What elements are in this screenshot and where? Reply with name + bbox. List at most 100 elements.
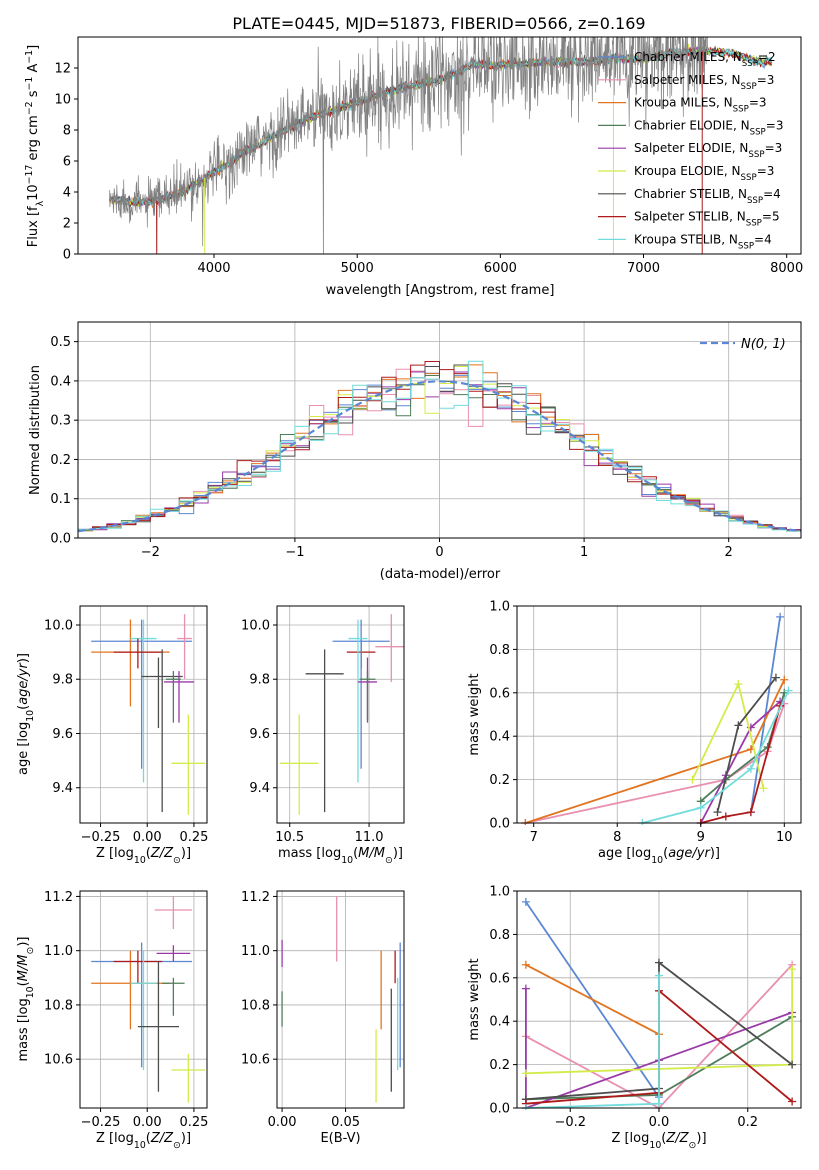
weight-marker — [688, 775, 697, 784]
spectrum-title: PLATE=0445, MJD=51873, FIBERID=0566, z=0… — [232, 14, 645, 33]
x-tick-label: 1 — [580, 545, 588, 560]
histogram-kroupa_stelib — [78, 360, 801, 532]
weight-marker — [696, 803, 705, 812]
weight-line-kroupa_stelib — [525, 975, 660, 1109]
y-tick-label: 10.0 — [44, 618, 73, 633]
mass_vs_Z-chart: −0.25 0.00 0.25 10.6 10.8 11.0 11.2 Z [log10(Z/… — [16, 890, 208, 1151]
spectrum-ylabel: Flux [fλ10−17 erg cm−2 s−1 A−1] — [24, 45, 46, 247]
weight-marker — [759, 784, 768, 793]
weight-line-salpeter_stelib — [700, 705, 781, 824]
spectrum-legend: Chabrier MILES, NSSP=2 Salpeter MILES, NS… — [598, 50, 783, 251]
y-tick-label: 2 — [63, 217, 71, 232]
weight-marker — [746, 764, 755, 773]
x-tick-label: 0.00 — [268, 1115, 297, 1130]
y-tick-label: 0.4 — [50, 374, 71, 389]
weight-marker — [655, 1099, 663, 1108]
legend-entry: Salpeter ELODIE, NSSP=3 — [634, 141, 782, 160]
residuals-ylabel: Normed distribution — [28, 365, 43, 495]
residuals-xlabel: (data-model)/error — [380, 567, 501, 582]
axes-frame — [79, 605, 208, 824]
y-tick-label: 8 — [63, 124, 71, 139]
y-tick-label: 0 — [63, 248, 71, 263]
weight-marker — [788, 1097, 797, 1106]
y-tick-label: 0.0 — [50, 532, 71, 547]
mass_vs_Z-ylabel: mass [log10(M/M⊙)] — [16, 937, 36, 1062]
weight-marker — [713, 808, 722, 817]
weight-line-kroupa_stelib — [642, 690, 790, 824]
mass_weight_vs_Z-chart: −0.2 0.0 0.2 0.0 0.2 0.4 0.6 0.8 1.0 Z [log10(Z/Z… — [467, 885, 802, 1151]
legend-entry: Chabrier ELODIE, NSSP=3 — [634, 118, 783, 137]
y-tick-label: 0.8 — [489, 928, 510, 943]
x-tick-label: −0.2 — [554, 1115, 586, 1130]
legend-entry: Chabrier MILES, NSSP=2 — [634, 50, 776, 69]
data-spectrum — [109, 37, 709, 254]
y-tick-label: 9.8 — [249, 673, 270, 688]
y-tick-label: 4 — [63, 186, 71, 201]
y-tick-label: 11.0 — [44, 944, 73, 959]
y-tick-label: 0.4 — [489, 1015, 510, 1030]
y-tick-label: 0.6 — [489, 686, 510, 701]
weight-marker — [780, 675, 789, 684]
x-tick-label: 10 — [776, 830, 793, 845]
x-tick-label: 6000 — [484, 261, 517, 276]
age_vs_mass-plot — [280, 614, 404, 815]
x-tick-label: 7 — [530, 830, 538, 845]
y-tick-label: 9.4 — [249, 781, 270, 796]
x-tick-label: 2 — [725, 545, 733, 560]
weight-line-salpeter_miles — [525, 703, 786, 824]
mass_vs_ebv-xlabel: E(B-V) — [320, 1131, 360, 1146]
y-tick-label: 10.0 — [241, 618, 270, 633]
weight-marker — [521, 984, 530, 993]
y-tick-label: 0.1 — [50, 492, 71, 507]
y-tick-label: 11.0 — [241, 944, 270, 959]
x-tick-label: 9 — [697, 830, 705, 845]
x-tick-label: 0.05 — [331, 1115, 360, 1130]
y-tick-label: 9.4 — [52, 781, 73, 796]
spectrum-chart: 4000 5000 6000 7000 8000 0 2 4 6 8 10 12 PLATE=0445,… — [24, 14, 804, 298]
weight-line-kroupa_miles — [525, 679, 786, 824]
y-tick-label: 1.0 — [489, 600, 510, 615]
x-tick-label: 0.25 — [179, 1115, 208, 1130]
x-tick-label: 11.0 — [355, 830, 384, 845]
y-tick-label: 0.2 — [489, 1058, 510, 1073]
y-tick-label: 9.8 — [52, 673, 73, 688]
mass_vs_Z-plot — [91, 896, 206, 1103]
y-tick-label: 0.0 — [489, 1102, 510, 1117]
weight-marker — [734, 680, 743, 689]
weight-marker — [776, 612, 785, 621]
y-tick-label: 6 — [63, 155, 71, 170]
weight-marker — [788, 1060, 797, 1069]
age_vs_Z-ylabel: age [log10(age/yr)] — [16, 653, 36, 775]
age_vs_mass-xlabel: mass [log10(M/M⊙)] — [278, 846, 403, 866]
y-tick-label: 10.6 — [241, 1053, 270, 1068]
x-tick-label: 10.5 — [275, 830, 304, 845]
y-tick-label: 0.5 — [50, 335, 71, 350]
legend-entry: Kroupa STELIB, NSSP=4 — [634, 232, 772, 251]
age_vs_Z-plot — [91, 614, 206, 815]
weight-marker — [788, 965, 797, 974]
y-tick-label: 0.6 — [489, 971, 510, 986]
weight-line-salpeter_elodie — [525, 988, 793, 1110]
axes-frame — [77, 36, 802, 255]
y-tick-label: 0.8 — [489, 643, 510, 658]
x-tick-label: 8000 — [770, 261, 803, 276]
y-tick-label: 11.2 — [241, 890, 270, 905]
legend-entry: Salpeter MILES, NSSP=3 — [634, 73, 774, 92]
weight-marker — [771, 673, 780, 682]
gaussian-legend-label: N(0, 1) — [741, 337, 786, 352]
gaussian-curve — [78, 380, 801, 533]
x-tick-label: 0.00 — [133, 830, 162, 845]
weight-marker — [521, 897, 530, 906]
y-tick-label: 0.2 — [489, 773, 510, 788]
weight-marker — [521, 960, 530, 969]
x-tick-label: 0 — [435, 545, 443, 560]
legend-entry: Salpeter STELIB, NSSP=5 — [634, 210, 780, 229]
mass_weight_vs_age-xlabel: age [log10(age/yr)] — [598, 846, 720, 866]
residuals-chart: −2 −1 0 1 2 0.0 0.1 0.2 0.3 0.4 0.5 (data-model)/er… — [28, 321, 802, 582]
mass_weight_vs_Z-ylabel: mass weight — [467, 958, 482, 1040]
mass_weight_vs_Z-plot — [521, 897, 797, 1110]
x-tick-label: −0.25 — [81, 830, 121, 845]
mass_vs_Z-xlabel: Z [log10(Z/Z⊙)] — [96, 1131, 191, 1151]
y-tick-label: 10.6 — [44, 1053, 73, 1068]
